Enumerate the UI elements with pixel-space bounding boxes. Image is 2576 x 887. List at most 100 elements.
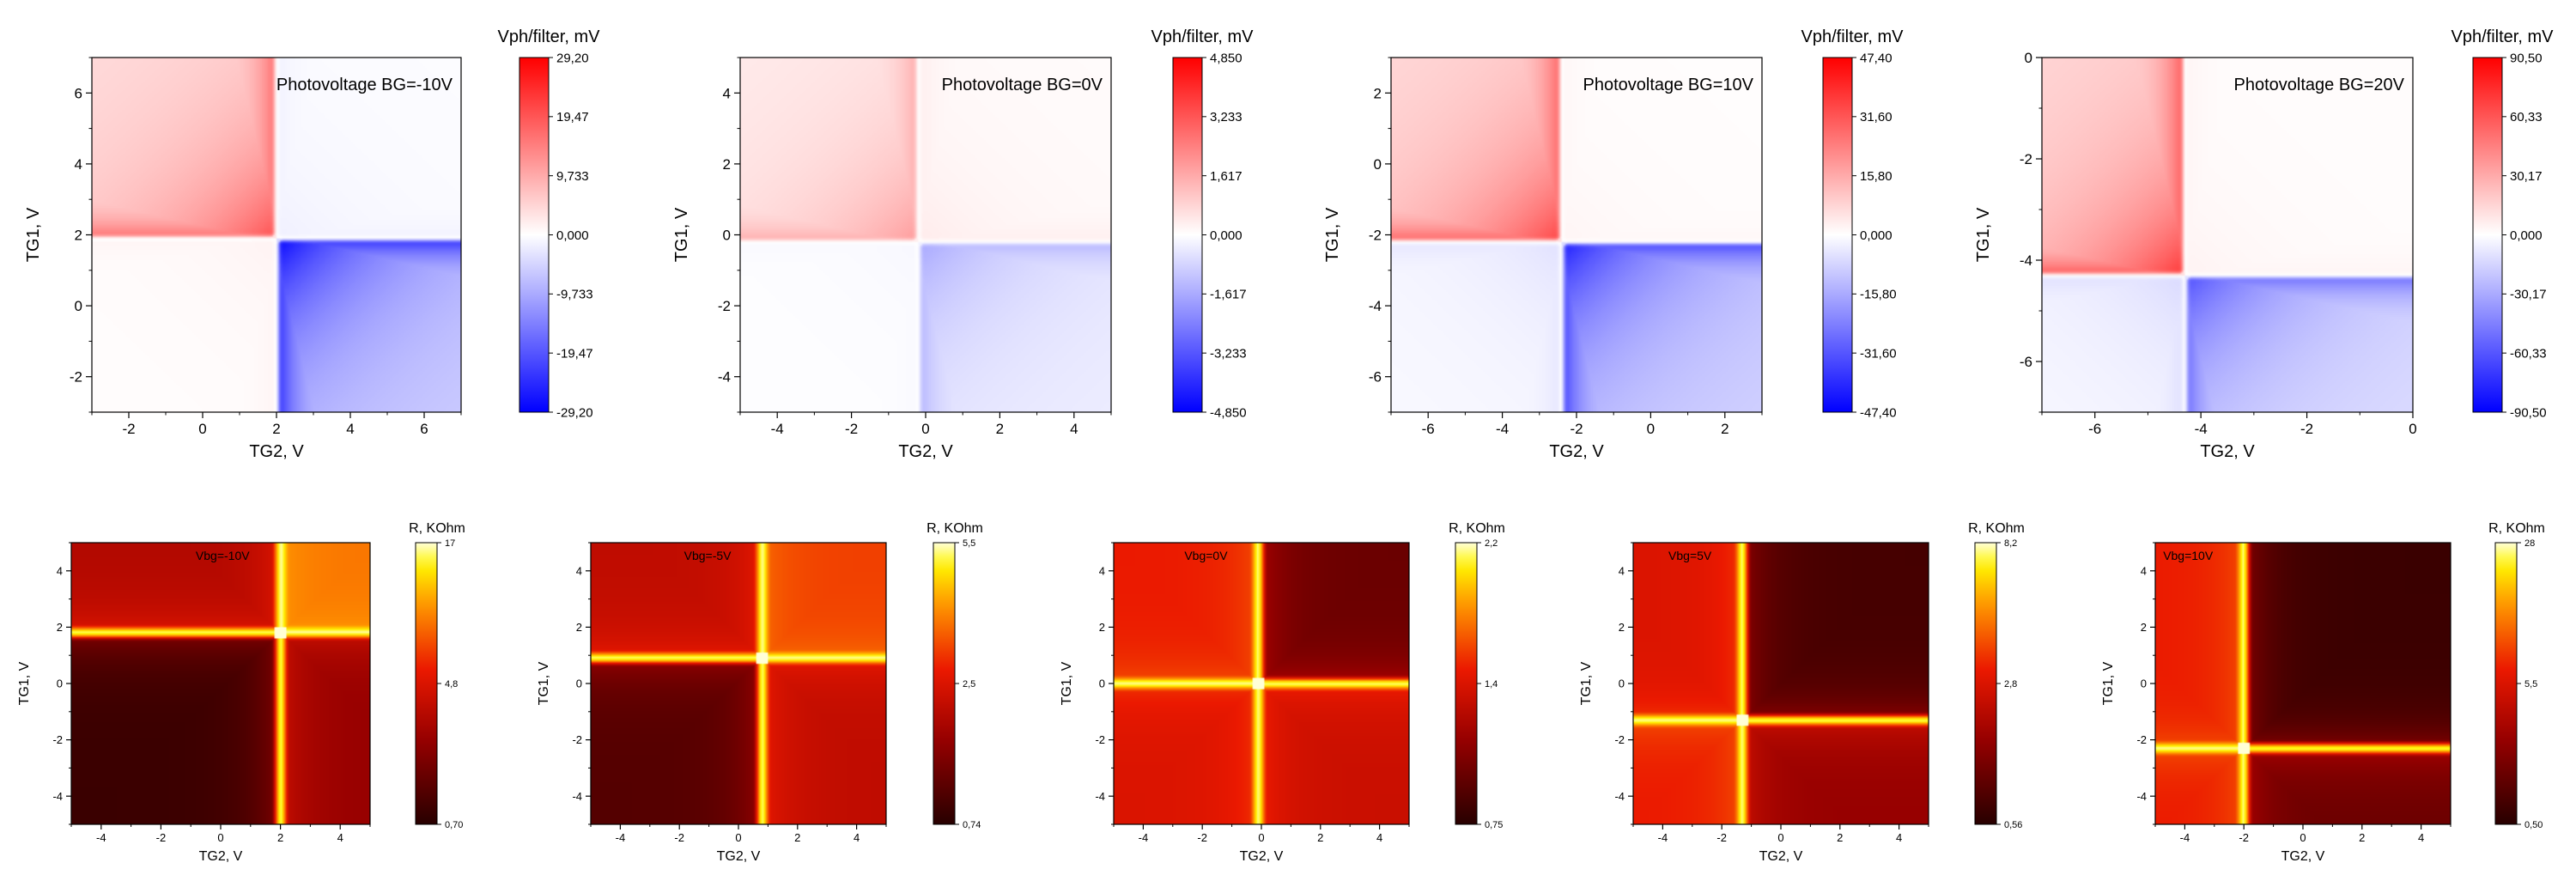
x-tick-label: 2 bbox=[1317, 831, 1323, 844]
y-tick-label: -4 bbox=[718, 369, 731, 386]
colorbar-tick-label: 0,000 bbox=[2510, 228, 2543, 243]
colorbar-tick-label: 0,000 bbox=[556, 228, 589, 243]
colorbar-tick-label: -90,50 bbox=[2510, 405, 2547, 420]
x-tick-label: 0 bbox=[198, 421, 206, 437]
colorbar-title: Vph/filter, mV bbox=[2451, 27, 2555, 46]
colorbar-tick-label: 15,80 bbox=[1860, 169, 1893, 184]
heatmap-image bbox=[591, 543, 886, 824]
heatmap-image bbox=[2155, 543, 2451, 824]
colorbar-tick-label: -1,617 bbox=[1210, 288, 1247, 302]
chart-panel-4: -6 -4 -2 0 -6 -4 -2 0 TG2, V TG1, V Photovoltage B… bbox=[1974, 27, 2554, 461]
colorbar-tick-label: -19,47 bbox=[556, 346, 593, 361]
colorbar bbox=[1822, 57, 1853, 413]
y-tick-label: -2 bbox=[1614, 733, 1625, 746]
plot-title: Photovoltage BG=20V bbox=[2234, 76, 2405, 94]
y-tick-label: 4 bbox=[723, 85, 731, 101]
colorbar-tick-label: 19,47 bbox=[556, 110, 589, 125]
chart-panel-8: -4 -2 0 2 4 -4 -2 0 2 4 TG2, V TG1, V Vbg=5V 8,2 2,8 0,… bbox=[1579, 521, 2025, 864]
x-tick-label: 6 bbox=[420, 421, 428, 437]
x-tick-label: 2 bbox=[2359, 831, 2365, 844]
x-axis-label: TG2, V bbox=[199, 849, 243, 864]
colorbar bbox=[415, 542, 438, 825]
colorbar bbox=[2494, 542, 2518, 825]
colorbar-tick-label: 17 bbox=[445, 538, 455, 549]
y-tick-label: -2 bbox=[2136, 733, 2147, 746]
y-tick-label: 4 bbox=[576, 564, 582, 577]
chart-panel-2: -4 -2 0 2 4 -4 -2 0 2 4 TG2, V TG1, V Photovoltage B… bbox=[672, 27, 1254, 461]
y-tick-label: -6 bbox=[2020, 354, 2032, 370]
colorbar-title: R, KOhm bbox=[1968, 521, 2025, 536]
chart-panel-7: -4 -2 0 2 4 -4 -2 0 2 4 TG2, V TG1, V Vbg=0V 2,2 1,4 0,… bbox=[1060, 521, 1505, 864]
x-tick-label: 2 bbox=[794, 831, 800, 844]
y-axis-label: TG1, V bbox=[1060, 661, 1074, 705]
plot-title: Vbg=-10V bbox=[196, 549, 250, 562]
colorbar bbox=[519, 57, 550, 413]
x-tick-label: 2 bbox=[1837, 831, 1843, 844]
x-axis-label: TG2, V bbox=[249, 442, 304, 461]
x-tick-label: 2 bbox=[277, 831, 283, 844]
colorbar-tick-label: 47,40 bbox=[1860, 51, 1893, 65]
colorbar-tick-label: 5,5 bbox=[963, 538, 975, 549]
y-tick-label: 4 bbox=[75, 156, 82, 173]
y-axis-label: TG1, V bbox=[537, 661, 551, 705]
x-tick-label: -2 bbox=[2300, 421, 2313, 437]
y-axis-label: TG1, V bbox=[24, 207, 43, 262]
plot-title: Vbg=0V bbox=[1184, 549, 1228, 562]
plot-title: Photovoltage BG=0V bbox=[942, 76, 1103, 94]
y-tick-label: -4 bbox=[52, 790, 63, 803]
colorbar-tick-label: 28 bbox=[2524, 538, 2535, 549]
plot-title: Photovoltage BG=10V bbox=[1583, 76, 1754, 94]
y-tick-label: 0 bbox=[2025, 50, 2032, 66]
x-tick-label: -6 bbox=[2088, 421, 2101, 437]
colorbar-title: R, KOhm bbox=[2488, 521, 2545, 536]
colorbar-tick-label: 0,000 bbox=[1860, 228, 1893, 243]
y-tick-label: -6 bbox=[1369, 369, 1382, 386]
y-tick-label: 0 bbox=[1374, 156, 1382, 173]
y-tick-label: 2 bbox=[1099, 621, 1105, 634]
x-tick-label: 4 bbox=[854, 831, 860, 844]
x-tick-label: -4 bbox=[2180, 831, 2190, 844]
colorbar-tick-label: 1,617 bbox=[1210, 169, 1242, 184]
colorbar-tick-label: -15,80 bbox=[1860, 288, 1897, 302]
x-tick-label: 4 bbox=[1896, 831, 1902, 844]
colorbar-tick-label: 30,17 bbox=[2510, 169, 2543, 184]
y-tick-label: -2 bbox=[1095, 733, 1105, 746]
colorbar bbox=[1172, 57, 1203, 413]
colorbar bbox=[1455, 542, 1478, 825]
colorbar-tick-label: 5,5 bbox=[2524, 679, 2537, 690]
x-tick-label: -4 bbox=[1496, 421, 1509, 437]
y-tick-label: -4 bbox=[2136, 790, 2147, 803]
x-tick-label: 0 bbox=[2409, 421, 2416, 437]
colorbar-title: Vph/filter, mV bbox=[1801, 27, 1905, 46]
y-tick-label: -2 bbox=[70, 369, 82, 386]
chart-panel-6: -4 -2 0 2 4 -4 -2 0 2 4 TG2, V TG1, V Vbg=-5V 5,5 2,5 0… bbox=[537, 521, 983, 864]
colorbar-tick-label: 60,33 bbox=[2510, 110, 2543, 125]
chart-panel-9: -4 -2 0 2 4 -4 -2 0 2 4 TG2, V TG1, V Vbg=10V 28 5,5 0,… bbox=[2101, 521, 2545, 864]
x-tick-label: -2 bbox=[122, 421, 135, 437]
y-tick-label: 0 bbox=[57, 677, 63, 690]
colorbar bbox=[933, 542, 956, 825]
heatmap-image bbox=[71, 543, 370, 824]
colorbar-tick-label: 4,8 bbox=[445, 679, 458, 690]
colorbar-tick-label: 2,5 bbox=[963, 679, 975, 690]
y-tick-label: 2 bbox=[1619, 621, 1625, 634]
colorbar-tick-label: 1,4 bbox=[1485, 679, 1498, 690]
y-tick-label: -2 bbox=[2020, 151, 2032, 167]
y-tick-label: 2 bbox=[1374, 85, 1382, 101]
x-tick-label: 2 bbox=[272, 421, 280, 437]
y-tick-label: 4 bbox=[1619, 564, 1625, 577]
colorbar-tick-label: -4,850 bbox=[1210, 405, 1247, 420]
x-tick-label: -2 bbox=[1197, 831, 1207, 844]
x-axis-label: TG2, V bbox=[898, 442, 953, 461]
y-tick-label: -4 bbox=[1369, 298, 1382, 314]
y-axis-label: TG1, V bbox=[1974, 207, 1993, 262]
plot-title: Vbg=5V bbox=[1668, 549, 1712, 562]
x-axis-label: TG2, V bbox=[1759, 849, 1803, 864]
y-tick-label: 2 bbox=[75, 227, 82, 243]
colorbar-tick-label: 8,2 bbox=[2004, 538, 2017, 549]
x-tick-label: -4 bbox=[96, 831, 106, 844]
y-tick-label: 4 bbox=[1099, 564, 1105, 577]
x-tick-label: 0 bbox=[217, 831, 223, 844]
x-tick-label: 4 bbox=[1070, 421, 1078, 437]
